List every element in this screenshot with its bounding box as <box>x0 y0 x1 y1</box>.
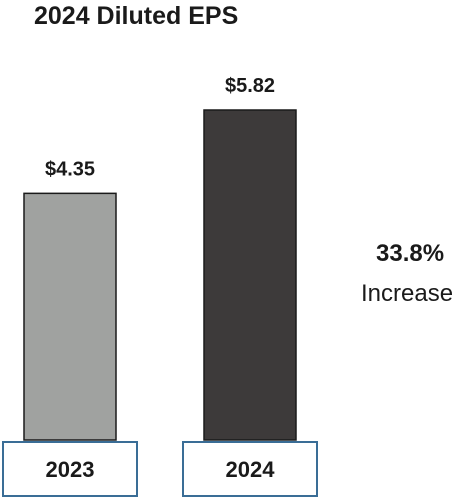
category-label-2023: 2023 <box>46 457 95 482</box>
change-label: Increase <box>361 280 454 307</box>
category-box-2024 <box>182 441 318 497</box>
change-percent: 33.8% <box>376 240 445 267</box>
chart-title: 2024 Diluted EPS <box>34 2 239 30</box>
bar-2023 <box>23 192 117 441</box>
data-label-2024: $5.82 <box>225 75 275 97</box>
bar-2024 <box>203 109 297 441</box>
category-label-2024: 2024 <box>226 457 276 482</box>
data-label-2023: $4.35 <box>45 158 95 180</box>
category-box-2023 <box>2 441 138 497</box>
